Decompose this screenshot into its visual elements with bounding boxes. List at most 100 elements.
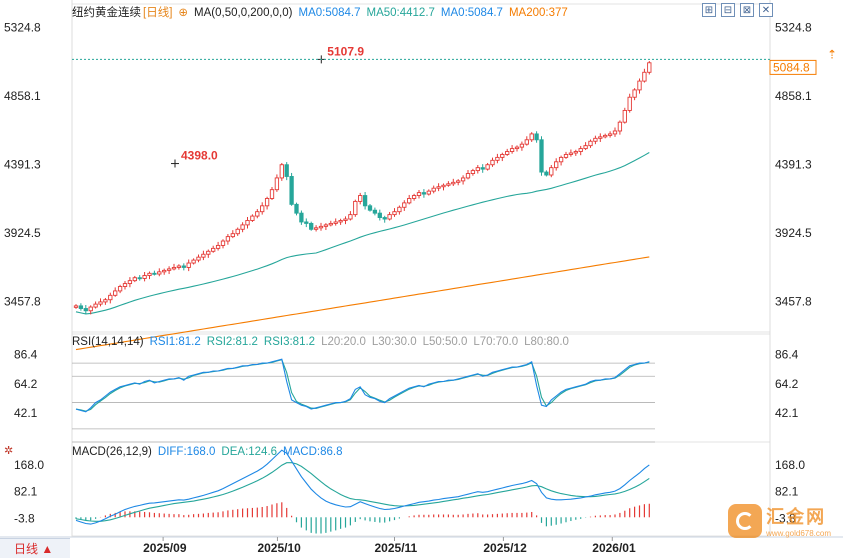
candle-body: [142, 275, 147, 279]
candle-body: [137, 277, 142, 280]
candle-body: [117, 286, 123, 292]
candle-body: [367, 205, 373, 211]
period-tag[interactable]: [日线]: [143, 7, 173, 19]
candle-body: [431, 187, 436, 192]
candle-body: [132, 277, 137, 282]
candle-body: [544, 171, 549, 176]
l20-value: L20:20.0: [321, 336, 366, 348]
candle-body: [637, 80, 642, 91]
diff-line: [75, 449, 650, 525]
candle-body: [627, 96, 632, 111]
candle-body: [416, 192, 422, 196]
candle-body: [593, 137, 598, 142]
candle-body: [127, 280, 133, 285]
candle-body: [196, 256, 201, 261]
price-tick-label-left: 4858.1: [4, 89, 41, 103]
candle-body: [372, 209, 378, 214]
ma50-value: MA50:4412.7: [366, 7, 435, 19]
candle-body: [181, 265, 186, 268]
candle-body: [485, 164, 490, 170]
candle-body: [206, 250, 211, 255]
rsi2-line: [75, 359, 650, 412]
x-tick-label: 2025/10: [257, 541, 301, 555]
price-legend: 纽约黄金连续 [日线] ⊕ MA(0,50,0,200,0,0) MA0:5084.7 M…: [72, 4, 574, 20]
candle-body: [176, 265, 182, 268]
candle-body: [426, 190, 431, 195]
candle-body: [622, 109, 627, 123]
ma50-line: [75, 152, 650, 315]
candle-body: [529, 133, 534, 141]
candle-body: [524, 139, 529, 145]
candle-body: [113, 290, 118, 296]
close-icon[interactable]: ✕: [759, 3, 773, 17]
candle-body: [279, 164, 284, 179]
indicator-settings-icon[interactable]: ✲: [4, 445, 14, 457]
rsi2-value: RSI2:81.2: [206, 336, 258, 348]
candle-body: [441, 184, 446, 188]
rsi1-value: RSI1:81.2: [149, 336, 201, 348]
symbol-name: 纽约黄金连续: [72, 7, 141, 19]
candle-body: [186, 262, 191, 268]
candle-body: [534, 133, 539, 141]
macd-tick-label-right: 82.1: [775, 485, 799, 499]
candle-body: [495, 156, 500, 161]
ma200-line: [75, 256, 650, 351]
candle-body: [446, 183, 451, 186]
candle-body: [304, 221, 309, 224]
watermark-name: 汇金网: [766, 507, 827, 527]
zoom-in-icon[interactable]: ⊞: [702, 3, 716, 17]
dea-value: DEA:124.6: [221, 446, 278, 458]
panel-frame: [71, 333, 771, 443]
watermark: 汇金网 www.gold678.com: [728, 503, 831, 538]
candle-body: [289, 176, 294, 205]
rsi-tick-label-right: 42.1: [775, 406, 799, 420]
period-selector-button[interactable]: 日线 ▲: [0, 538, 70, 558]
candle-body: [299, 212, 304, 223]
ma0-value: MA0:5084.7: [298, 7, 361, 19]
candle-body: [362, 195, 368, 207]
macd-tick-label-left: 82.1: [14, 485, 38, 499]
l70-value: L70:70.0: [473, 336, 519, 348]
macd-value: MACD:86.8: [283, 446, 343, 458]
candle-body: [475, 167, 480, 172]
candle-body: [338, 220, 343, 223]
candle-body: [500, 154, 505, 158]
candle-body: [402, 202, 407, 208]
candle-body: [519, 143, 525, 148]
rsi-tick-label-left: 42.1: [14, 406, 38, 420]
candle-body: [313, 227, 319, 230]
diff-value: DIFF:168.0: [157, 446, 216, 458]
candle-body: [264, 198, 270, 207]
candle-body: [407, 198, 412, 204]
candle-body: [421, 192, 427, 195]
candle-body: [598, 136, 603, 139]
zoom-out-icon[interactable]: ⊟: [721, 3, 735, 17]
candle-body: [171, 266, 177, 270]
price-tick-label-left: 3457.8: [4, 295, 41, 309]
candle-body: [78, 305, 84, 309]
candle-body: [377, 212, 382, 219]
candle-body: [387, 214, 392, 220]
candle-body: [309, 222, 314, 230]
macd-title: MACD(26,12,9): [72, 446, 152, 458]
candle-body: [382, 217, 387, 220]
panel-frame: [71, 3, 771, 333]
candle-body: [436, 186, 441, 189]
rsi-tick-label-left: 86.4: [14, 348, 38, 362]
candle-body: [460, 177, 466, 182]
layout-icon[interactable]: ⊠: [740, 3, 754, 17]
price-tick-label-right: 3457.8: [775, 295, 812, 309]
candle-body: [235, 228, 240, 235]
rsi-tick-label-left: 64.2: [14, 377, 38, 391]
candle-body: [240, 224, 245, 230]
settings-icon[interactable]: ⊕: [178, 7, 189, 19]
candle-body: [328, 222, 333, 226]
candle-body: [108, 294, 113, 301]
candle-body: [470, 170, 476, 174]
expand-price-icon: ⇡: [827, 47, 837, 61]
candle-body: [230, 233, 235, 238]
candle-body: [255, 211, 260, 217]
candle-body: [632, 89, 637, 98]
candle-body: [603, 134, 608, 138]
